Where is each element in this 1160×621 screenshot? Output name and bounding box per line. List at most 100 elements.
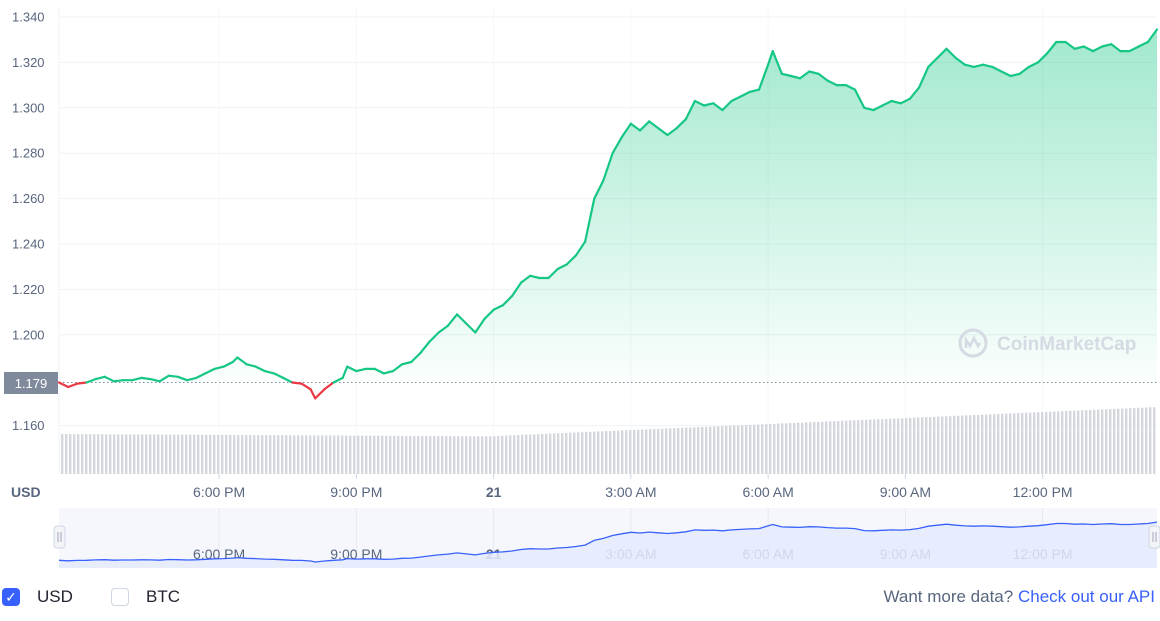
volume-bar xyxy=(1037,412,1040,474)
volume-bar xyxy=(449,436,452,474)
volume-bar xyxy=(877,419,880,474)
volume-bar xyxy=(1041,412,1044,474)
volume-bar xyxy=(241,435,244,474)
volume-bar xyxy=(1117,408,1120,474)
volume-bar xyxy=(121,434,124,474)
volume-bar xyxy=(629,430,632,474)
volume-bar xyxy=(1069,410,1072,474)
volume-bar xyxy=(753,424,756,474)
price-segment xyxy=(629,122,642,132)
x-tick-label: 9:00 PM xyxy=(330,484,382,500)
price-line xyxy=(57,28,1159,400)
price-segment xyxy=(991,65,1003,73)
volume-bar xyxy=(621,430,624,474)
volume-bar xyxy=(1141,407,1144,474)
volume-bar xyxy=(457,436,460,474)
volume-bar xyxy=(261,435,264,474)
volume-bar xyxy=(701,426,704,474)
volume-bar xyxy=(721,426,724,474)
api-prompt: Want more data? Check out our API xyxy=(883,587,1155,607)
price-segment xyxy=(437,324,449,334)
volume-bar xyxy=(417,436,420,474)
volume-bar xyxy=(257,435,260,474)
y-tick-label: 1.340 xyxy=(12,10,45,25)
volume-bar xyxy=(409,435,412,474)
price-segment xyxy=(76,381,88,385)
volume-bar xyxy=(397,435,400,474)
volume-bar xyxy=(81,434,84,474)
volume-bar xyxy=(285,435,288,474)
price-segment xyxy=(945,47,957,60)
price-segment xyxy=(730,95,742,103)
price-segment xyxy=(766,49,774,66)
volume-bar xyxy=(957,415,960,474)
volume-bar xyxy=(497,435,500,474)
volume-bar xyxy=(1005,413,1008,474)
volume-bar xyxy=(953,415,956,474)
price-segment xyxy=(391,363,404,373)
volume-bar xyxy=(517,435,520,474)
price-chart[interactable]: CoinMarketCap 1.3401.3201.3001.2801.2601… xyxy=(0,0,1160,580)
price-segment xyxy=(254,365,266,373)
volume-bar xyxy=(1045,411,1048,474)
volume-bar xyxy=(1145,407,1148,474)
volume-bar xyxy=(465,436,468,474)
navigator-series xyxy=(58,521,1158,568)
volume-bar xyxy=(669,428,672,474)
navigator-left-handle[interactable] xyxy=(53,525,66,549)
usd-checkbox-label[interactable]: USD xyxy=(37,587,73,606)
volume-bar xyxy=(93,434,96,474)
volume-bar xyxy=(189,434,192,474)
volume-bar xyxy=(569,432,572,474)
volume-bar xyxy=(333,435,336,474)
volume-bar xyxy=(325,435,328,474)
btc-checkbox-label[interactable]: BTC xyxy=(146,587,180,606)
price-segment xyxy=(1128,45,1140,53)
volume-bar xyxy=(813,422,816,474)
navigator-tick-label: 9:00 PM xyxy=(330,546,382,562)
volume-bar xyxy=(1053,411,1056,474)
volume-bar xyxy=(277,435,280,474)
current-price-badge xyxy=(4,372,58,394)
volume-bar xyxy=(617,430,620,474)
volume-bar xyxy=(905,418,908,474)
price-segment xyxy=(917,65,930,89)
volume-bar xyxy=(781,423,784,474)
volume-bar xyxy=(281,435,284,474)
volume-bar xyxy=(209,434,212,474)
price-segment xyxy=(57,381,70,389)
volume-bar xyxy=(113,434,116,474)
volume-bar xyxy=(141,434,144,474)
volume-bar xyxy=(489,436,492,474)
volume-bar xyxy=(381,435,384,474)
volume-bar xyxy=(873,419,876,474)
price-segment xyxy=(222,360,234,368)
price-segment xyxy=(853,88,866,109)
volume-bar xyxy=(561,433,564,474)
price-segment xyxy=(657,127,669,137)
y-tick-label: 1.300 xyxy=(12,100,45,115)
price-segment xyxy=(675,118,687,130)
y-axis: 1.340 1.320 1.300 1.280 1.260 1.240 1.220 1.200… xyxy=(12,10,45,434)
price-segment xyxy=(67,382,79,389)
price-segment xyxy=(908,86,921,100)
volume-bar xyxy=(777,423,780,474)
navigator-right-handle[interactable] xyxy=(1148,525,1160,549)
volume-bar xyxy=(1105,409,1108,474)
volume-bar xyxy=(661,428,664,474)
price-segment xyxy=(167,374,179,378)
volume-bar xyxy=(793,422,796,474)
usd-checkbox[interactable]: ✓ xyxy=(2,588,20,606)
volume-bar xyxy=(501,435,504,474)
price-segment xyxy=(401,360,413,366)
volume-bar xyxy=(653,429,656,474)
volume-bar xyxy=(101,434,104,474)
price-segment xyxy=(474,317,486,334)
volume-bar xyxy=(301,435,304,474)
volume-bar xyxy=(965,415,968,474)
price-segment xyxy=(963,63,976,69)
api-link[interactable]: Check out our API xyxy=(1017,587,1155,606)
btc-checkbox[interactable] xyxy=(111,588,129,606)
volume-bar xyxy=(61,434,64,474)
